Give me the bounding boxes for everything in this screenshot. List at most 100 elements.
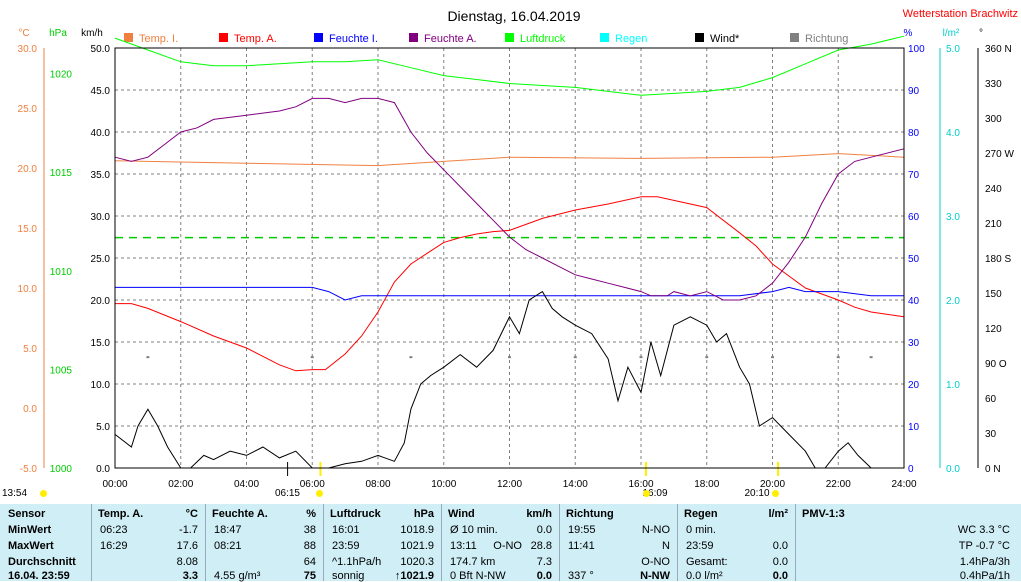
direction-axis-tick-label: 30 [985,429,997,440]
rain-axis-tick-label: 3.0 [946,212,960,223]
stats-cell-value: 1021.9 [400,540,434,552]
humidity-axis-tick-label: 70 [908,170,920,181]
direction-axis-tick-label: 300 [985,114,1002,125]
wind-axis-tick-label: 5.0 [96,422,110,433]
direction-axis-tick-label: 240 [985,184,1002,195]
chart-title: Dienstag, 16.04.2019 [447,8,580,24]
humidity-axis-tick-label: 90 [908,86,920,97]
wind-axis-tick-label: 45.0 [91,86,111,97]
stats-column-unit: % [306,508,316,520]
direction-point [310,356,314,359]
time-marker-label: 06:15 [275,488,300,499]
legend: Temp. I. Temp. A. Feuchte I. Feuchte A. Luft… [124,33,848,45]
statistics-table: Sensor MinWert MaxWert Durchschnitt 16.04. 2… [0,504,1021,582]
stats-cell: 08:21 [214,540,242,552]
time-axis-tick-label: 08:00 [365,479,390,490]
rain-axis-tick-label: 2.0 [946,296,960,307]
stats-cell: sonnig [332,570,365,582]
direction-point [508,356,511,359]
stats-cell: 174.7 km [450,556,496,568]
direction-point [146,356,150,359]
stats-row-label: MinWert [8,524,52,536]
wind-axis-tick-label: 50.0 [91,44,111,55]
rain-axis-tick-label: 4.0 [946,128,960,139]
stats-row-label: Sensor [8,508,46,520]
stats-column: Richtung 19:55 N-NO 11:41 N O-NO 337 ° N-NW [559,504,678,582]
stats-cell-value: 28.8 [530,540,552,552]
pressure-axis-tick-label: 1010 [50,267,73,278]
stats-cell: WC 3.3 °C [957,524,1010,536]
stats-cell: Ø 10 min. [450,524,498,536]
wind-axis-tick-label: 30.0 [91,212,111,223]
stats-column-title: PMV-1:3 [802,508,845,520]
humidity-axis-unit: % [904,28,913,39]
time-axis-tick-label: 06:00 [300,479,325,490]
direction-axis-tick-label: 0 N [985,464,1001,475]
stats-cell-value: N-NW [640,570,670,582]
stats-cell: 1.4hPa/3h [959,556,1010,568]
stats-cell-value: 3.3 [182,570,198,582]
rain-axis-unit: l/m² [943,28,960,39]
stats-cell-value: 0.0 [536,570,552,582]
pressure-axis-unit: hPa [49,28,67,39]
legend-swatch [695,33,704,42]
pressure-axis-tick-label: 1015 [50,168,73,179]
direction-axis-unit: ° [979,28,983,39]
time-axis-tick-label: 12:00 [497,479,522,490]
time-marker-label: 16:09 [642,488,667,499]
stats-cell-value: 1018.9 [400,524,434,536]
stats-row-label: Durchschnitt [8,556,76,568]
stats-cell: 19:55 [568,524,596,536]
time-axis-tick-label: 10:00 [431,479,456,490]
sun-evening-icon [772,490,779,497]
direction-axis-tick-label: 270 W [985,149,1014,160]
stats-cell-value: 7.3 [536,556,552,568]
stats-column-title: Regen [684,508,718,520]
humidity-axis-tick-label: 80 [908,128,920,139]
time-marker-label: 20:10 [744,488,769,499]
series-line [115,286,904,301]
stats-cell-value: 0.0 [772,540,788,552]
direction-point [771,356,774,359]
stats-cell: 16:29 [100,540,128,552]
legend-swatch [409,33,418,42]
stats-cell: 4.55 g/m³ [214,570,261,582]
legend-swatch [124,33,133,42]
legend-swatch [314,33,323,42]
stats-cell-value: 88 [303,540,316,552]
humidity-axis-tick-label: 60 [908,212,920,223]
wind-axis-tick-label: 25.0 [91,254,111,265]
stats-cell: TP -0.7 °C [958,540,1010,552]
legend-swatch [505,33,514,42]
stats-column-unit: l/m² [768,508,788,520]
stats-cell: 23:59 [332,540,360,552]
humidity-axis-tick-label: 30 [908,338,920,349]
direction-axis-tick-label: 60 [985,394,997,405]
stats-row-label: 16.04. 23:59 [8,570,70,582]
weather-chart: Dienstag, 16.04.2019 Wetterstation Brach… [2,8,1018,499]
stats-column: Regen l/m² 0 min. 23:59 0.0 Gesamt: 0.0 0.0 l/m… [677,504,796,582]
time-axis-tick-label: 14:00 [563,479,588,490]
stats-column: Wind km/h Ø 10 min. 0.0 13:11 O-NO 28.8 174.7 k… [441,504,560,582]
humidity-axis-tick-label: 20 [908,380,920,391]
direction-axis-tick-label: 90 O [985,359,1007,370]
stats-cell-value: 38 [303,524,316,536]
stats-cell-value: 0.0 [536,524,552,536]
temp-axis-tick-label: -5.0 [20,464,38,475]
temp-axis-tick-label: 0.0 [23,404,37,415]
wind-axis-tick-label: 15.0 [91,338,111,349]
stats-cell-value: 1020.3 [400,556,434,568]
stats-column-title: Temp. A. [98,508,144,520]
sunrise-icon [40,490,47,497]
temp-axis-unit: °C [18,28,29,39]
stats-cell: 06:23 [100,524,128,536]
rain-axis-tick-label: 0.0 [946,464,960,475]
temp-axis-tick-label: 10.0 [18,284,38,295]
pressure-axis-tick-label: 1000 [50,464,73,475]
humidity-axis-tick-label: 100 [908,44,925,55]
stats-column: Luftdruck hPa 16:01 1018.9 23:59 1021.9 ^1.1hP… [323,504,442,582]
grid [115,48,904,468]
stats-cell: ^1.1hPa/h [332,556,382,568]
series-line [114,153,905,167]
stats-cell: Gesamt: [686,556,728,568]
